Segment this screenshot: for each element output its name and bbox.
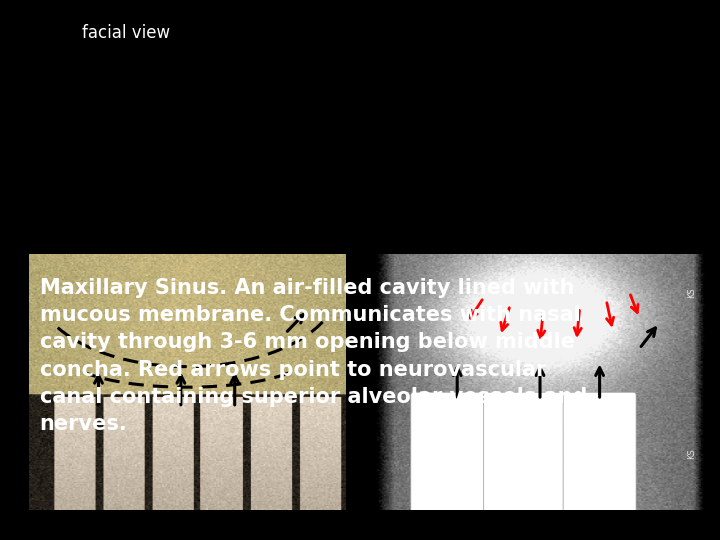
FancyBboxPatch shape (563, 392, 636, 513)
Text: Maxillary Sinus. An air-filled cavity lined with
mucous membrane. Communicates w: Maxillary Sinus. An air-filled cavity li… (40, 278, 587, 434)
FancyBboxPatch shape (484, 392, 563, 513)
Text: facial view: facial view (82, 24, 170, 42)
FancyBboxPatch shape (411, 392, 484, 513)
Text: KS: KS (687, 287, 696, 298)
Text: KS: KS (687, 449, 696, 459)
